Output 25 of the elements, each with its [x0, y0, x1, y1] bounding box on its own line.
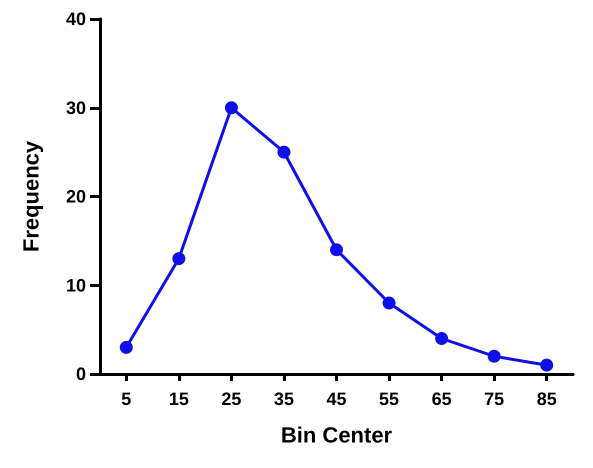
x-tick-label: 25 — [221, 389, 242, 409]
point — [382, 296, 396, 310]
x-tick-label: 55 — [379, 389, 400, 409]
point — [277, 146, 290, 159]
point — [488, 350, 501, 363]
point — [120, 340, 133, 354]
x-tick-label: 75 — [484, 389, 504, 409]
y-axis-title: Frequency — [18, 140, 44, 252]
y-tick-label: 40 — [66, 9, 86, 29]
x-tick-label: 65 — [432, 389, 452, 409]
x-tick-label: 85 — [536, 389, 557, 409]
x-axis-title: Bin Center — [280, 422, 393, 448]
y-tick-label: 10 — [66, 275, 86, 296]
point — [224, 101, 238, 114]
point — [540, 358, 554, 372]
x-tick-label: 15 — [168, 389, 189, 409]
x-tick-label: 45 — [326, 389, 347, 409]
point — [330, 243, 343, 256]
point — [172, 252, 186, 266]
x-tick-label: 5 — [121, 389, 132, 409]
y-tick-label: 20 — [66, 186, 86, 206]
x-tick-label: 35 — [274, 389, 294, 409]
y-tick-label: 0 — [76, 364, 86, 384]
y-tick-label: 30 — [66, 98, 86, 118]
point — [435, 332, 448, 345]
